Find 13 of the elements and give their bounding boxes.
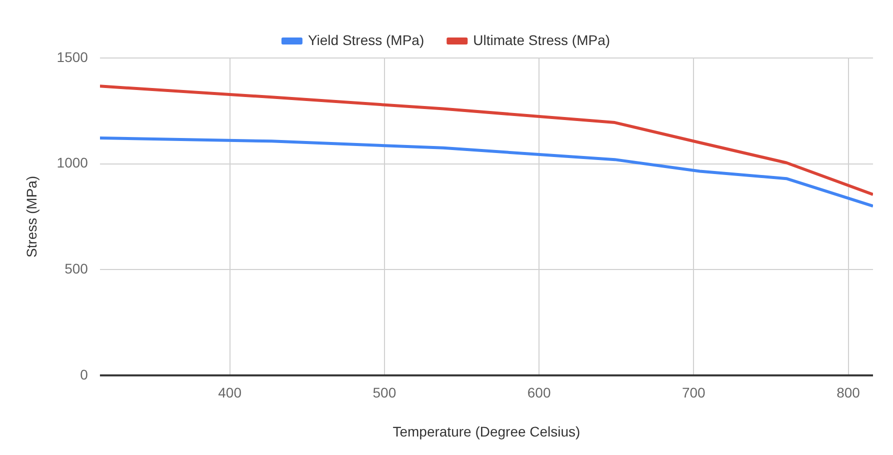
x-tick-label: 400 [218,384,242,401]
legend-label: Yield Stress (MPa) [308,32,424,48]
y-tick-label: 1000 [56,154,88,171]
y-axis-title: Stress (MPa) [23,176,40,258]
x-tick-label: 500 [372,384,396,401]
y-tick-label: 500 [64,260,88,276]
y-tick-label: 0 [80,366,88,382]
legend-label: Ultimate Stress (MPa) [473,32,610,48]
x-tick-label: 700 [682,384,706,401]
x-axis-title: Temperature (Degree Celsius) [392,423,580,440]
x-tick-label: 600 [527,384,551,401]
x-tick-label: 800 [836,384,860,401]
y-tick-label: 1500 [56,48,88,65]
